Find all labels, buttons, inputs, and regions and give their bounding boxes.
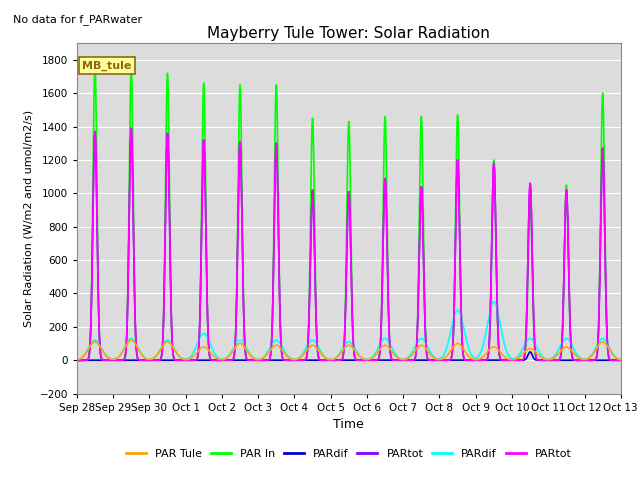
PARtot [534,357,542,363]
Text: MB_tule: MB_tule [82,61,132,71]
PARtot [442,358,449,363]
PAR In [503,358,511,363]
PAR Tule [102,353,110,359]
PARtot [417,207,424,213]
PARtot [73,358,81,363]
PAR In [73,358,81,363]
Y-axis label: Solar Radiation (W/m2 and umol/m2/s): Solar Radiation (W/m2 and umol/m2/s) [24,110,34,327]
PAR In [417,149,424,155]
PAR In [442,357,449,363]
PAR Tule [283,353,291,359]
Line: PARtot: PARtot [77,128,640,360]
PARtot [283,357,291,363]
PARtot [127,125,135,131]
PARdif [534,357,542,363]
PAR Tule [442,354,449,360]
PARdif [534,347,542,353]
PARdif [442,348,449,354]
PARtot [127,125,135,131]
PARtot [102,358,110,363]
Line: PAR In: PAR In [77,65,640,360]
PARdif [416,336,424,342]
PARdif [503,350,511,356]
Title: Mayberry Tule Tower: Solar Radiation: Mayberry Tule Tower: Solar Radiation [207,25,490,41]
PAR Tule [503,356,511,361]
PARdif [73,357,81,363]
PAR Tule [73,357,81,363]
PARdif [73,357,81,363]
PAR In [283,357,291,363]
PARtot [534,357,542,363]
Legend: PAR Tule, PAR In, PARdif, PARtot, PARdif, PARtot: PAR Tule, PAR In, PARdif, PARtot, PARdif… [122,444,576,464]
PAR In [534,357,542,363]
PARdif [416,357,424,363]
Line: PARtot: PARtot [77,128,640,360]
Line: PAR Tule: PAR Tule [77,340,640,360]
Line: PARdif: PARdif [77,302,640,360]
PARtot [503,358,511,363]
PARdif [503,357,511,363]
PARtot [102,358,110,363]
Line: PARdif: PARdif [77,352,640,360]
PAR In [102,357,110,363]
PARdif [102,352,110,358]
Text: No data for f_PARwater: No data for f_PARwater [13,14,142,25]
PARtot [73,358,81,363]
PAR Tule [127,337,135,343]
PARdif [283,357,291,363]
PARtot [442,358,449,363]
PARdif [102,357,110,363]
PAR Tule [534,352,542,358]
PARdif [526,349,534,355]
PARdif [283,352,291,358]
PARdif [490,299,498,305]
PARdif [442,357,449,363]
PAR Tule [417,343,424,348]
PARtot [283,357,291,363]
PARtot [503,358,511,363]
X-axis label: Time: Time [333,418,364,431]
PAR In [91,62,99,68]
PARtot [417,207,424,213]
